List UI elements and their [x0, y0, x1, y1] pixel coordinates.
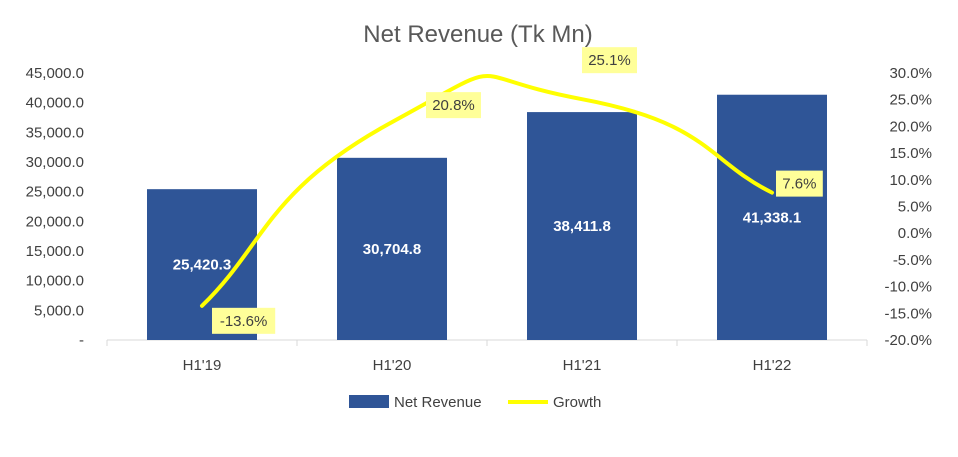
- chart-title: Net Revenue (Tk Mn): [363, 21, 592, 48]
- growth-label-box: [426, 92, 481, 119]
- right-tick-label: -15.0%: [884, 305, 932, 322]
- right-tick-label: -20.0%: [884, 332, 932, 349]
- right-tick-label: 25.0%: [889, 92, 932, 109]
- legend-label-growth: Growth: [553, 394, 601, 411]
- growth-label-text: -13.6%: [220, 313, 268, 330]
- right-tick-label: -5.0%: [893, 252, 932, 269]
- right-y-axis: -20.0% -15.0% -10.0% -5.0% 0.0% 5.0% 10.0% 15.0…: [884, 65, 932, 349]
- x-category-label: H1'20: [373, 357, 412, 374]
- x-category-label: H1'19: [183, 357, 222, 374]
- growth-line: [200, 74, 774, 308]
- bar-series: 25,420.3 30,704.8 38,411.8 41,338.1: [147, 94, 827, 341]
- growth-label-box: [582, 47, 637, 74]
- legend-label-net-revenue: Net Revenue: [394, 394, 482, 411]
- growth-data-label: 25.1%: [582, 47, 637, 74]
- revenue-bar: [717, 94, 827, 341]
- left-tick-label: 15,000.0: [26, 243, 84, 260]
- revenue-bar-label: 30,704.8: [363, 241, 421, 258]
- growth-data-label: 7.6%: [776, 170, 823, 197]
- right-tick-label: 0.0%: [898, 225, 932, 242]
- growth-data-label: -13.6%: [212, 307, 276, 334]
- left-tick-label: 10,000.0: [26, 273, 84, 290]
- revenue-bar-label: 25,420.3: [173, 257, 231, 274]
- x-axis: H1'19 H1'20 H1'21 H1'22: [106, 339, 868, 374]
- growth-line-series: -13.6% 20.8% 25.1% 7.6%: [200, 47, 823, 334]
- right-tick-label: 10.0%: [889, 172, 932, 189]
- x-category-label: H1'21: [563, 357, 602, 374]
- growth-label-box: [212, 307, 276, 334]
- growth-label-box: [776, 170, 823, 197]
- legend-swatch-net-revenue: [349, 395, 389, 408]
- revenue-bar-label: 38,411.8: [553, 218, 611, 235]
- right-tick-label: 15.0%: [889, 145, 932, 162]
- left-y-axis: - 5,000.0 10,000.0 15,000.0 20,000.0 25,000.0…: [26, 65, 84, 349]
- left-tick-label: -: [79, 332, 84, 349]
- left-tick-label: 5,000.0: [34, 302, 84, 319]
- right-tick-label: 20.0%: [889, 118, 932, 135]
- x-category-label: H1'22: [753, 357, 792, 374]
- growth-label-text: 7.6%: [782, 176, 816, 193]
- left-tick-label: 30,000.0: [26, 154, 84, 171]
- revenue-bar: [527, 112, 637, 340]
- right-tick-label: 30.0%: [889, 65, 932, 82]
- right-tick-label: 5.0%: [898, 199, 932, 216]
- growth-label-text: 25.1%: [588, 52, 631, 69]
- left-tick-label: 35,000.0: [26, 124, 84, 141]
- revenue-bar: [337, 157, 447, 340]
- growth-data-label: 20.8%: [426, 92, 481, 119]
- revenue-bar-label: 41,338.1: [743, 209, 801, 226]
- growth-label-text: 20.8%: [432, 97, 475, 114]
- legend: Net Revenue Growth: [349, 394, 601, 411]
- left-tick-label: 45,000.0: [26, 65, 84, 82]
- right-tick-label: -10.0%: [884, 279, 932, 296]
- left-tick-label: 20,000.0: [26, 213, 84, 230]
- left-tick-label: 25,000.0: [26, 184, 84, 201]
- left-tick-label: 40,000.0: [26, 95, 84, 112]
